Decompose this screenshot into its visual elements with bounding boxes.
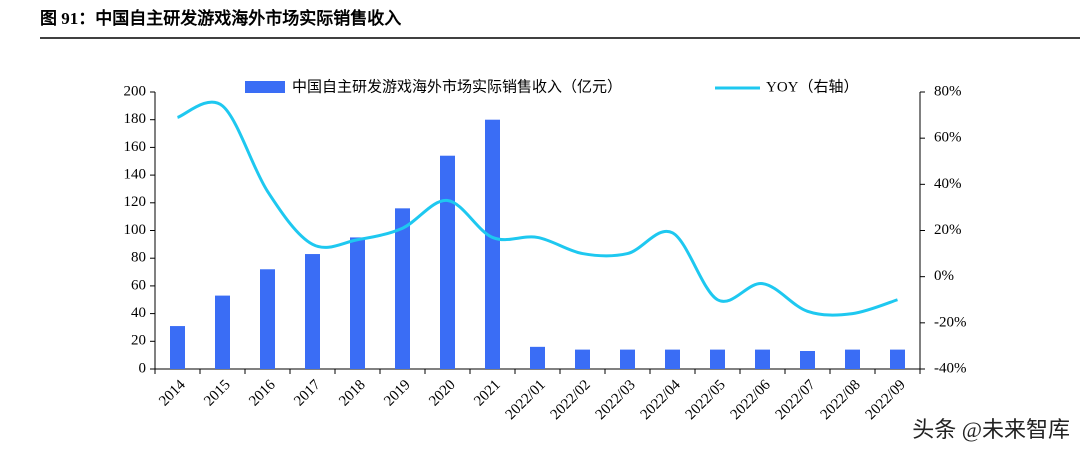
y-tick-label: 100: [124, 222, 147, 238]
x-tick-label: 2020: [426, 377, 459, 410]
bar: [440, 155, 455, 369]
line: [176, 100, 898, 317]
bar: [395, 208, 410, 369]
x-tick-label: 2022/03: [593, 377, 639, 423]
bar: [845, 349, 860, 369]
watermark: 头条 @未来智库: [912, 417, 1070, 442]
bar: [575, 349, 590, 369]
y-tick-label: 40: [131, 305, 146, 321]
bar: [800, 350, 815, 369]
y2-tick-label: 40%: [934, 176, 962, 192]
y2-tick-label: 80%: [934, 83, 962, 99]
x-tick-label: 2022/04: [638, 377, 684, 423]
x-tick-label: 2022/07: [773, 377, 819, 423]
y2-tick-label: -40%: [934, 360, 967, 376]
bar: [710, 349, 725, 369]
bar: [530, 346, 545, 369]
x-tick-label: 2022/08: [818, 377, 864, 423]
bar: [350, 237, 365, 369]
bar: [755, 349, 770, 369]
x-tick-label: 2016: [246, 377, 279, 410]
y2-tick-label: 0%: [934, 268, 954, 284]
x-tick-label: 2022/05: [683, 377, 729, 423]
bar: [485, 119, 500, 369]
x-tick-label: 2017: [291, 377, 324, 410]
bar: [305, 254, 320, 369]
x-tick-label: 2014: [156, 377, 189, 410]
y-tick-label: 60: [131, 277, 146, 293]
x-tick-label: 2022/01: [503, 377, 549, 423]
x-tick-label: 2022/02: [548, 377, 594, 423]
x-tick-label: 2022/06: [728, 377, 774, 423]
bar: [215, 295, 230, 369]
y-tick-label: 160: [124, 139, 147, 155]
legend-label: YOY（右轴）: [766, 78, 859, 95]
bar: [665, 349, 680, 369]
y-tick-label: 120: [124, 194, 147, 210]
y-tick-label: 140: [124, 167, 147, 183]
y-tick-label: 80: [131, 250, 146, 266]
bar: [260, 269, 275, 369]
y-tick-label: 20: [131, 333, 146, 349]
legend-label: 中国自主研发游戏海外市场实际销售收入（亿元）: [292, 78, 622, 95]
x-tick-label: 2021: [471, 377, 504, 410]
y2-tick-label: -20%: [934, 314, 967, 330]
y2-tick-label: 20%: [934, 222, 962, 238]
x-tick-label: 2019: [381, 377, 414, 410]
legend-swatch: [245, 81, 285, 93]
x-tick-label: 2022/09: [863, 377, 909, 423]
bar: [890, 349, 905, 369]
y2-tick-label: 60%: [934, 130, 962, 146]
bar: [170, 326, 185, 369]
x-tick-label: 2018: [336, 377, 369, 410]
y-tick-label: 0: [139, 360, 147, 376]
y-tick-label: 180: [124, 111, 147, 127]
bar: [620, 349, 635, 369]
x-tick-label: 2015: [201, 377, 234, 410]
y-tick-label: 200: [124, 83, 147, 99]
chart-title: 图 91：中国自主研发游戏海外市场实际销售收入: [40, 8, 401, 28]
